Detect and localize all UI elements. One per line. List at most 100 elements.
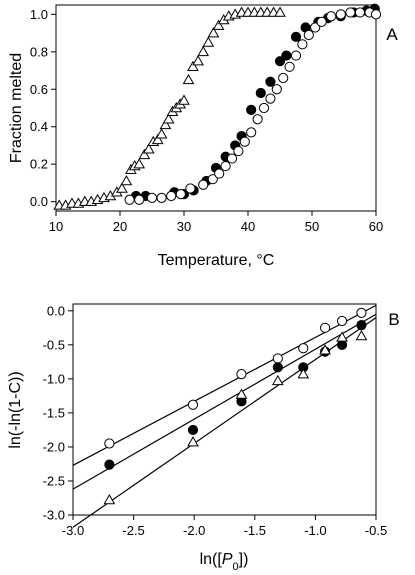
panel-a-filled-circle-point bbox=[290, 31, 302, 42]
panel-b-open-circle-point bbox=[236, 369, 247, 380]
panel-b-filled-circle-point bbox=[187, 424, 199, 436]
panel-a-x-tick-label: 60 bbox=[369, 219, 383, 234]
panel-b-open-circle-point bbox=[272, 353, 283, 364]
panel-a-filled-circle-point bbox=[274, 56, 286, 67]
panel-a-open-circle-point bbox=[175, 189, 186, 200]
panel-a-x-tick-label: 40 bbox=[241, 219, 255, 234]
panel-b-open-circle-point bbox=[187, 399, 199, 410]
panel-a-open-circle-point bbox=[246, 127, 257, 138]
panel-a-open-circle-point bbox=[290, 50, 302, 61]
panel-b-x-label-subscript: 0 bbox=[233, 561, 239, 573]
panel-b-x-label-suffix: ]) bbox=[239, 551, 249, 568]
panel-a-filled-circle-point bbox=[246, 104, 257, 115]
panel-a-open-circle-point bbox=[239, 136, 250, 147]
panel-a-triangle-point bbox=[178, 94, 190, 105]
panel-a-triangle-point bbox=[274, 6, 286, 17]
panel-b-open-circle-point bbox=[319, 322, 331, 333]
panel-a-y-axis-label: Fraction melted bbox=[8, 53, 25, 163]
panel-a-y-tick-label: 0.4 bbox=[30, 119, 48, 134]
panel-b-frame bbox=[72, 303, 377, 516]
panel-b-fit-lines bbox=[72, 304, 377, 528]
panel-a-filled-circle-point bbox=[255, 87, 266, 99]
panel-a-x-tick-label: 50 bbox=[305, 219, 319, 234]
panel-a-open-circle-point bbox=[124, 194, 135, 205]
panel-b-x-tick-label: -2.5 bbox=[122, 523, 144, 538]
panel-a-x-tick-label: 30 bbox=[177, 219, 191, 234]
panel-b-x-tick-label: -1.0 bbox=[304, 523, 326, 538]
panel-a-open-circle-point bbox=[258, 102, 270, 114]
panel-b-y-axis-label: ln(-ln(1-C)) bbox=[7, 371, 24, 448]
panel-a-y-tick-label: 1.0 bbox=[30, 7, 48, 22]
panel-b-triangle-point bbox=[271, 374, 284, 386]
panel-b-x-tick-label: -1.5 bbox=[244, 523, 266, 538]
panel-a-open-circle-point bbox=[370, 9, 382, 20]
panel-letter-b: B bbox=[388, 310, 399, 329]
panel-a-y-tick-label: 0.0 bbox=[30, 194, 48, 209]
panel-a-open-circle-point bbox=[271, 84, 282, 95]
panel-a-triangle-point bbox=[116, 182, 128, 193]
panel-a-open-circle-point bbox=[265, 93, 276, 104]
panel-a-open-circle-point bbox=[220, 160, 231, 172]
panel-b-x-label-variable: P bbox=[222, 551, 233, 568]
panel-a: 10 20 30 40 50 60 0.0 0.2 0.4 0.6 0.8 1.0 Temperatu… bbox=[8, 3, 398, 269]
panel-a-triangle-point bbox=[151, 133, 164, 145]
panel-b-y-tick-label: -1.0 bbox=[43, 371, 65, 386]
panel-a-open-circle-point bbox=[252, 114, 263, 125]
panel-a-open-circle-point bbox=[345, 7, 356, 18]
panel-b-x-label-prefix: ln([ bbox=[200, 551, 223, 568]
panel-a-open-circle-point bbox=[166, 190, 177, 202]
panel-a-open-circle-point bbox=[207, 174, 218, 185]
panel-a-filled-circle-point bbox=[281, 50, 292, 61]
panel-a-x-axis-label: Temperature, °C bbox=[158, 252, 275, 269]
panel-a-open-circle-point bbox=[214, 168, 225, 179]
panel-a-open-circle-point bbox=[326, 11, 337, 22]
panel-a-open-circle-point bbox=[146, 192, 158, 203]
panel-b-y-tick-label: -1.5 bbox=[43, 405, 65, 420]
panel-a-triangle-point bbox=[192, 55, 204, 66]
panel-a-x-tick-label: 20 bbox=[113, 219, 127, 234]
panel-b-ticks: -3.0 -2.5 -2.0 -1.5 -1.0 -0.5 -3.0 -2.5 -2.0 -1.5… bbox=[43, 303, 388, 538]
panel-a-open-circle-point bbox=[303, 29, 314, 41]
panel-a-triangle-point bbox=[133, 158, 146, 169]
panel-b-triangle-point bbox=[319, 344, 331, 355]
panel-a-triangle-point bbox=[142, 143, 155, 154]
panel-a-triangle-point bbox=[138, 148, 151, 160]
panel-b-open-circle-point bbox=[298, 343, 309, 354]
panel-a-open-circle-point bbox=[156, 192, 167, 203]
panel-b-y-tick-label: -0.5 bbox=[43, 337, 65, 352]
panel-b-filled-circle-point bbox=[104, 459, 115, 470]
panel-b-open-circle-point bbox=[104, 438, 115, 449]
panel-a-triangle-point bbox=[162, 113, 175, 124]
panel-b: -3.0 -2.5 -2.0 -1.5 -1.0 -0.5 -3.0 -2.5 -2.0 -1.5… bbox=[7, 303, 400, 573]
panel-a-open-circle-point bbox=[335, 9, 346, 20]
panel-a-x-tick-label: 10 bbox=[49, 219, 63, 234]
panel-b-triangle-point bbox=[187, 436, 199, 447]
panel-a-y-tick-label: 0.6 bbox=[30, 82, 48, 97]
panel-a-triangle-point bbox=[212, 19, 225, 30]
panel-b-triangle-point bbox=[355, 329, 368, 341]
panel-b-x-axis-label: ln([P0]) bbox=[200, 551, 249, 573]
panel-a-triangle-point bbox=[155, 128, 168, 139]
panel-a-triangle-point bbox=[202, 36, 215, 47]
panel-b-y-tick-label: 0.0 bbox=[47, 303, 65, 318]
panel-a-open-circle-point bbox=[233, 145, 244, 157]
panel-b-x-tick-label: -2.0 bbox=[183, 523, 205, 538]
panel-b-open-circle-point bbox=[336, 315, 348, 327]
panel-a-open-circle-point bbox=[316, 16, 327, 27]
panel-a-y-tick-label: 0.8 bbox=[30, 44, 48, 59]
panel-b-filled-circle-point bbox=[356, 320, 367, 331]
panel-b-filled-circle-point bbox=[336, 339, 348, 350]
panel-letter-a: A bbox=[386, 25, 398, 44]
panel-b-y-tick-label: -2.0 bbox=[43, 439, 65, 454]
panel-a-open-circle-point bbox=[284, 61, 295, 72]
panel-b-y-tick-label: -2.5 bbox=[43, 473, 65, 488]
panel-b-points bbox=[103, 307, 368, 505]
panel-a-open-circle-point bbox=[297, 39, 308, 50]
panel-a-y-tick-label: 0.2 bbox=[30, 157, 48, 172]
panel-a-triangle-point bbox=[159, 118, 172, 130]
panel-a-ticks: 10 20 30 40 50 60 0.0 0.2 0.4 0.6 0.8 1.0 bbox=[30, 7, 383, 234]
panel-b-fit-line bbox=[72, 317, 377, 528]
panel-b-filled-circle-point bbox=[272, 362, 283, 373]
panel-a-open-circle-point bbox=[310, 22, 321, 33]
